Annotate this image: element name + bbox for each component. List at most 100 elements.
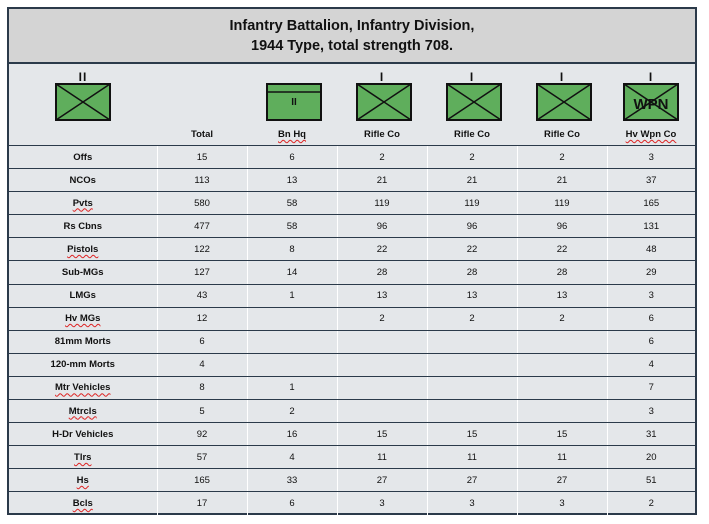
rifle-co-3-cell: 119 (516, 191, 607, 216)
rifle-co-1-cell: 2 (336, 307, 427, 331)
title-line-2: 1944 Type, total strength 708. (251, 38, 453, 54)
row-label-text: Pistols (67, 243, 99, 255)
table-row: Rs Cbns 477 58 96 96 96 131 (9, 214, 695, 239)
unit-header-row: Total II II Bn Hq I (9, 64, 695, 146)
rifle-co-2-cell: 11 (426, 445, 517, 470)
row-label: Rs Cbns (9, 214, 157, 239)
bn-hq-cell (246, 307, 337, 331)
total-cell: 477 (156, 214, 247, 239)
rifle-co-2-cell: 2 (426, 307, 517, 331)
rifle-co-1-cell: 28 (336, 260, 427, 285)
unit-col-bn-hq: II Bn Hq (247, 64, 337, 145)
row-label: Pvts (9, 191, 157, 216)
echelon-marker-rifle-co-3: I (559, 70, 565, 84)
rifle-co-1-cell: 21 (336, 168, 427, 193)
rifle-co-2-cell: 2 (426, 146, 517, 170)
total-cell: 113 (156, 168, 247, 193)
table-row: LMGs 43 1 13 13 13 3 (9, 284, 695, 308)
rifle-co-2-cell: 22 (426, 237, 517, 262)
echelon-marker-battalion: II (78, 70, 88, 84)
row-label: 120-mm Morts (9, 353, 157, 377)
total-cell: 17 (156, 491, 247, 515)
hv-wpn-co-cell: 3 (606, 146, 695, 170)
unit-col-rifle-co-2: I Rifle Co (427, 64, 517, 145)
rifle-co-2-cell (426, 376, 517, 401)
row-label: Mtr Vehicles (9, 376, 157, 401)
rifle-co-2-cell (426, 399, 517, 424)
rifle-co-3-cell: 21 (516, 168, 607, 193)
rifle-co-3-cell: 27 (516, 468, 607, 493)
row-label: Hs (9, 468, 157, 493)
total-cell: 6 (156, 330, 247, 354)
table-row: NCOs 113 13 21 21 21 37 (9, 168, 695, 193)
strength-table-body: Offs 15 6 2 2 2 3 NCOs 113 13 21 21 21 37 Pvts 580 58 119… (9, 146, 695, 515)
rifle-co-2-cell: 28 (426, 260, 517, 285)
row-label: 81mm Morts (9, 330, 157, 354)
hv-wpn-co-cell: 48 (606, 237, 695, 262)
total-cell: 57 (156, 445, 247, 470)
rifle-co-1-cell: 3 (336, 491, 427, 515)
rifle-co-1-cell (336, 399, 427, 424)
bn-hq-cell: 6 (246, 491, 337, 515)
col-head-rifle-co-1: Rifle Co (364, 129, 400, 140)
infantry-unit-symbol-icon (446, 83, 502, 121)
table-row: Bcls 17 6 3 3 3 2 (9, 491, 695, 515)
weapons-unit-symbol-icon: WPN (623, 83, 679, 121)
hq-symbol-label: II (291, 97, 297, 108)
table-row: Offs 15 6 2 2 2 3 (9, 146, 695, 170)
table-row: H-Dr Vehicles 92 16 15 15 15 31 (9, 422, 695, 447)
hv-wpn-co-cell: 2 (606, 491, 695, 515)
rifle-co-3-cell: 15 (516, 422, 607, 447)
echelon-marker-hv-wpn-co: I (648, 70, 654, 84)
infantry-unit-symbol-icon (536, 83, 592, 121)
total-cell: 165 (156, 468, 247, 493)
hv-wpn-co-cell: 3 (606, 284, 695, 308)
rifle-co-1-cell: 15 (336, 422, 427, 447)
rifle-co-1-cell (336, 376, 427, 401)
rifle-co-2-cell: 3 (426, 491, 517, 515)
rifle-co-1-cell: 13 (336, 284, 427, 308)
row-label: Sub-MGs (9, 260, 157, 285)
rifle-co-3-cell: 2 (516, 146, 607, 170)
table-title: Infantry Battalion, Infantry Division, 1… (9, 9, 695, 64)
wpn-symbol-label: WPN (634, 96, 669, 113)
col-head-hv-wpn-co: Hv Wpn Co (625, 129, 677, 140)
total-cell: 92 (156, 422, 247, 447)
rifle-co-2-cell: 15 (426, 422, 517, 447)
rifle-co-2-cell: 27 (426, 468, 517, 493)
hv-wpn-co-cell: 165 (606, 191, 695, 216)
row-label: Bcls (9, 492, 157, 515)
row-label: Offs (9, 146, 157, 170)
bn-hq-cell: 6 (246, 146, 337, 170)
rifle-co-3-cell (516, 399, 607, 424)
row-label: NCOs (9, 168, 157, 193)
table-row: Hs 165 33 27 27 27 51 (9, 468, 695, 493)
total-cell: 127 (156, 260, 247, 285)
row-label-text: Tlrs (74, 451, 92, 463)
rifle-co-3-cell: 22 (516, 237, 607, 262)
rifle-co-3-cell: 3 (516, 491, 607, 515)
rifle-co-3-cell (516, 330, 607, 354)
unit-col-rifle-co-3: I Rifle Co (517, 64, 607, 145)
rifle-co-1-cell: 11 (336, 445, 427, 470)
total-cell: 580 (156, 191, 247, 216)
hv-wpn-co-cell: 6 (606, 307, 695, 331)
unit-col-battalion-symbol: II (55, 64, 111, 145)
rifle-co-3-cell: 28 (516, 260, 607, 285)
table-row: 81mm Morts 6 6 (9, 330, 695, 354)
bn-hq-cell: 14 (246, 260, 337, 285)
title-line-1: Infantry Battalion, Infantry Division, (229, 18, 475, 34)
rifle-co-1-cell (336, 330, 427, 354)
col-head-bn-hq: Bn Hq (278, 129, 306, 140)
bn-hq-cell: 33 (246, 468, 337, 493)
table-row: Tlrs 57 4 11 11 11 20 (9, 445, 695, 470)
rifle-co-2-cell: 21 (426, 168, 517, 193)
bn-hq-cell: 4 (246, 445, 337, 470)
table-row: Mtrcls 5 2 3 (9, 399, 695, 424)
bn-hq-cell: 13 (246, 168, 337, 193)
unit-col-total: Total (157, 64, 247, 145)
row-label-text: Mtrcls (68, 405, 97, 417)
table-row: Hv MGs 12 2 2 2 6 (9, 307, 695, 331)
rifle-co-2-cell: 13 (426, 284, 517, 308)
bn-hq-cell: 2 (246, 399, 337, 424)
